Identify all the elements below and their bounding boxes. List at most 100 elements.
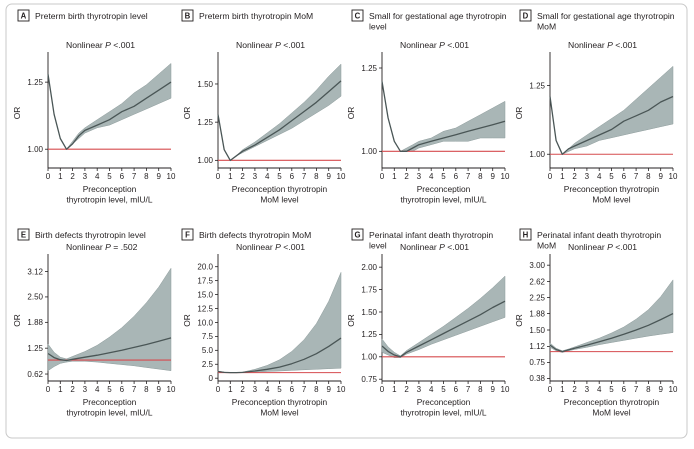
y-tick-label: 2.5 — [202, 360, 214, 369]
x-tick-label: 4 — [95, 172, 100, 181]
y-tick-label: 2.62 — [529, 277, 545, 286]
x-tick-label: 7 — [634, 385, 639, 394]
x-tick-label: 7 — [302, 172, 307, 181]
y-tick-label: 2.00 — [361, 263, 377, 272]
y-tick-label: 1.75 — [361, 285, 377, 294]
annotation-prefix: Nonlinear — [568, 242, 607, 252]
x-axis-label: thyrotropin level, mIU/L — [400, 408, 486, 418]
y-tick-label: 0.38 — [529, 374, 545, 383]
x-axis-label: MoM level — [260, 195, 298, 205]
x-tick-label: 10 — [501, 385, 510, 394]
x-axis-label: Preconception — [417, 184, 471, 194]
y-tick-label: 0.62 — [27, 370, 43, 379]
panel-letter-badge — [17, 9, 30, 22]
x-tick-label: 1 — [560, 172, 565, 181]
annotation-p-symbol: P — [275, 242, 281, 252]
panel-letter-badge — [351, 9, 364, 22]
or-estimate-line — [47, 337, 172, 362]
y-axis-label: OR — [346, 107, 356, 120]
y-tick-label: 3.00 — [529, 261, 545, 270]
y-axis-label: OR — [12, 107, 22, 120]
panel-f: F Birth defects thyrotropin MoM Nonlinear … — [181, 228, 346, 418]
annotation-value: <.001 — [613, 242, 637, 252]
annotation-p-symbol: P — [275, 40, 281, 50]
x-tick-label: 1 — [560, 385, 565, 394]
panel-title: Birth defects thyrotropin level — [35, 230, 146, 240]
nonlinear-p-annotation: Nonlinear P <.001 — [568, 242, 637, 252]
x-tick-label: 10 — [669, 385, 678, 394]
x-tick-label: 7 — [302, 385, 307, 394]
x-tick-label: 0 — [548, 385, 553, 394]
y-tick-label: 0.75 — [361, 375, 377, 384]
x-tick-label: 3 — [253, 385, 258, 394]
panel-title: Perinatal infant death thyrotropin — [369, 230, 493, 240]
annotation-p-symbol: P — [105, 242, 111, 252]
x-tick-label: 2 — [240, 172, 245, 181]
y-tick-label: 1.25 — [197, 118, 213, 127]
panel-c: C Small for gestational age thyrotropinle… — [346, 9, 510, 205]
x-tick-label: 4 — [597, 172, 602, 181]
x-tick-label: 2 — [70, 385, 75, 394]
y-tick-label: 1.25 — [529, 81, 545, 90]
x-tick-label: 3 — [585, 172, 590, 181]
x-tick-label: 3 — [417, 385, 422, 394]
x-axis-label: MoM level — [592, 408, 630, 418]
x-tick-label: 5 — [277, 172, 282, 181]
x-tick-label: 8 — [478, 172, 483, 181]
y-tick-label: 1.00 — [529, 150, 545, 159]
x-tick-label: 7 — [466, 172, 471, 181]
x-tick-label: 2 — [404, 385, 409, 394]
x-axis-label: MoM level — [592, 195, 630, 205]
y-axis-label: OR — [514, 107, 524, 120]
panel-letter: F — [185, 231, 190, 240]
annotation-prefix: Nonlinear — [236, 242, 275, 252]
x-axis-label: Preconception thyrotropin — [564, 184, 660, 194]
x-axis-label: thyrotropin level, mIU/L — [400, 195, 486, 205]
or-estimate-line — [217, 80, 342, 162]
annotation-prefix: Nonlinear — [400, 40, 439, 50]
confidence-band — [217, 63, 342, 161]
x-tick-label: 9 — [658, 385, 663, 394]
annotation-p-symbol: P — [105, 40, 111, 50]
x-tick-label: 4 — [95, 385, 100, 394]
x-axis-label: Preconception — [83, 184, 137, 194]
y-tick-label: 10.0 — [197, 318, 213, 327]
annotation-value: <.001 — [445, 242, 469, 252]
panel-title: level — [369, 22, 387, 32]
x-tick-label: 6 — [622, 172, 627, 181]
x-tick-label: 8 — [646, 172, 651, 181]
confidence-band — [47, 267, 172, 372]
annotation-p-symbol: P — [439, 242, 445, 252]
x-tick-label: 0 — [46, 385, 51, 394]
y-tick-label: 1.50 — [361, 308, 377, 317]
x-tick-label: 0 — [216, 385, 221, 394]
y-tick-label: 12.5 — [197, 304, 213, 313]
y-tick-label: 1.12 — [529, 342, 545, 351]
annotation-prefix: Nonlinear — [66, 40, 105, 50]
x-tick-label: 6 — [290, 172, 295, 181]
x-tick-label: 5 — [441, 385, 446, 394]
x-tick-label: 1 — [392, 172, 397, 181]
y-tick-label: 1.00 — [361, 147, 377, 156]
panel-d: D Small for gestational age thyrotropinMo… — [514, 9, 678, 205]
annotation-value: = .502 — [111, 242, 138, 252]
x-tick-label: 8 — [314, 385, 319, 394]
nonlinear-p-annotation: Nonlinear P <.001 — [236, 40, 305, 50]
x-axis-label: Preconception thyrotropin — [232, 397, 328, 407]
x-tick-label: 10 — [337, 385, 346, 394]
x-axis-label: Preconception — [417, 397, 471, 407]
x-tick-label: 3 — [253, 172, 258, 181]
x-tick-label: 5 — [609, 172, 614, 181]
x-tick-label: 1 — [58, 385, 63, 394]
confidence-band — [549, 65, 674, 155]
x-tick-label: 9 — [658, 172, 663, 181]
annotation-value: <.001 — [613, 40, 637, 50]
y-tick-label: 17.5 — [197, 276, 213, 285]
x-tick-label: 3 — [417, 172, 422, 181]
x-tick-label: 2 — [572, 385, 577, 394]
panel-a: A Preterm birth thyrotropin level Nonlinea… — [12, 9, 176, 205]
x-tick-label: 6 — [454, 385, 459, 394]
annotation-p-symbol: P — [439, 40, 445, 50]
panel-title: Preterm birth thyrotropin MoM — [199, 11, 313, 21]
